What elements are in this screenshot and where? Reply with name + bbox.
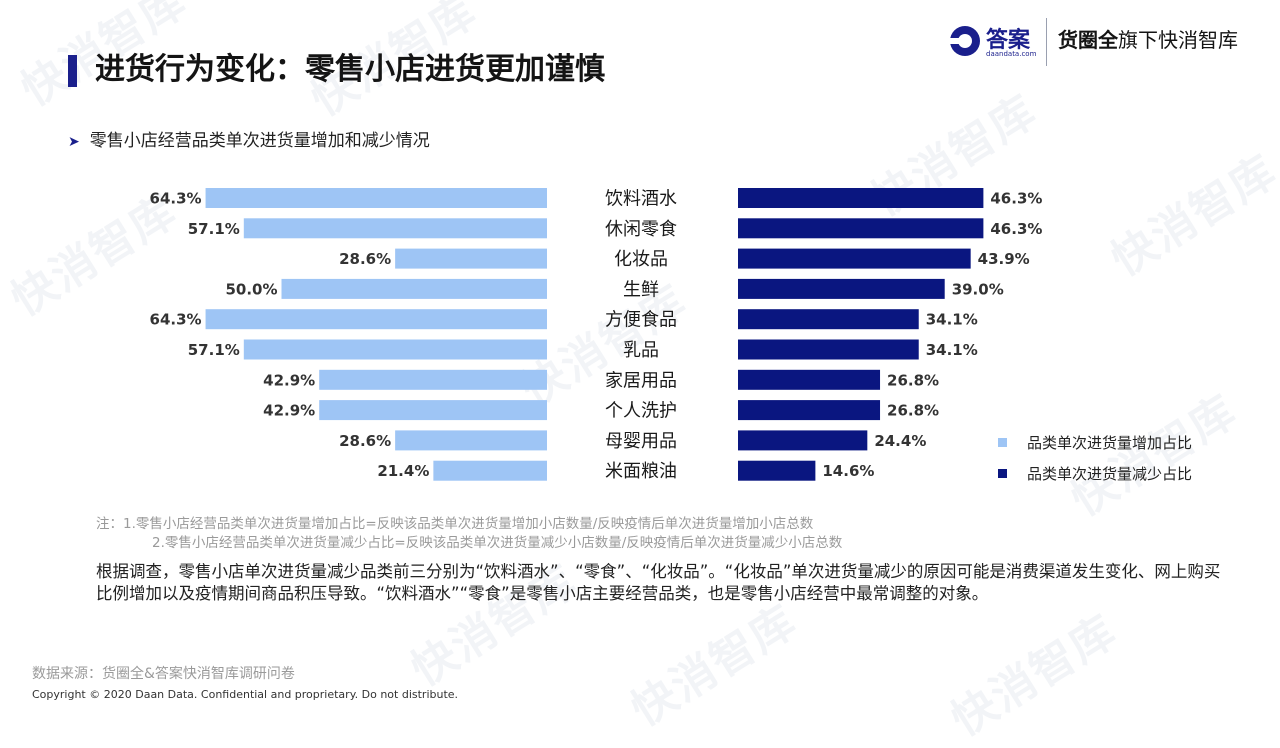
decrease-bar	[738, 278, 945, 299]
legend-swatch	[998, 438, 1007, 447]
daan-logo-icon	[950, 26, 980, 56]
increase-bar	[395, 248, 547, 269]
legend-label: 品类单次进货量增加占比	[1027, 434, 1192, 452]
decrease-bar	[738, 400, 881, 421]
decrease-value-label: 46.3%	[990, 190, 1042, 208]
category-label: 饮料酒水	[605, 189, 677, 210]
category-label: 化妆品	[614, 249, 668, 270]
increase-value-label: 28.6%	[339, 432, 391, 450]
increase-bar	[205, 309, 547, 330]
butterfly-bar-chart: 64.3% 饮料酒水 46.3% 57.1% 休闲零食 46.3% 28.6% 化妆品 43.9…	[150, 188, 1192, 483]
increase-bar	[433, 460, 547, 481]
watermark: 快消智库	[622, 595, 806, 737]
chart-subtitle: ➤ 零售小店经营品类单次进货量增加和减少情况	[68, 126, 430, 151]
category-label: 个人洗护	[605, 401, 677, 422]
brand-name: 货圈全	[1058, 28, 1118, 52]
arrow-bullet-icon: ➤	[68, 134, 80, 150]
decrease-bar	[738, 248, 971, 269]
decrease-bar	[738, 430, 868, 451]
brand-logo: 货圈全旗下快消智库	[1058, 24, 1238, 53]
decrease-value-label: 24.4%	[874, 432, 926, 450]
increase-bar	[319, 369, 547, 390]
category-label: 休闲零食	[605, 219, 677, 240]
increase-bar	[395, 430, 547, 451]
data-source: 数据来源：货圈全&答案快消智库调研问卷	[32, 666, 295, 682]
logo-divider	[1046, 18, 1047, 66]
legend-label: 品类单次进货量减少占比	[1027, 465, 1192, 483]
decrease-value-label: 26.8%	[887, 402, 939, 420]
footnote-1: 注：1.零售小店经营品类单次进货量增加占比=反映该品类单次进货量增加小店数量/反…	[96, 516, 814, 532]
increase-value-label: 28.6%	[339, 250, 391, 268]
subtitle-text: 零售小店经营品类单次进货量增加和减少情况	[89, 131, 430, 151]
decrease-value-label: 34.1%	[926, 341, 978, 359]
decrease-bar	[738, 339, 919, 360]
decrease-value-label: 43.9%	[978, 250, 1030, 268]
category-label: 家居用品	[605, 370, 677, 391]
copyright: Copyright © 2020 Daan Data. Confidential…	[32, 688, 459, 701]
increase-value-label: 21.4%	[377, 462, 429, 480]
increase-bar	[205, 188, 547, 208]
page-title: 进货行为变化：零售小店进货更加谨慎	[95, 52, 605, 87]
category-label: 米面粮油	[605, 461, 677, 482]
increase-bar	[319, 400, 547, 421]
increase-bar	[243, 339, 547, 360]
decrease-value-label: 39.0%	[952, 280, 1004, 298]
decrease-value-label: 14.6%	[822, 462, 874, 480]
increase-value-label: 64.3%	[150, 190, 202, 208]
analysis-paragraph: 根据调查，零售小店单次进货量减少品类前三分别为“饮料酒水”、“零食”、“化妆品”…	[96, 562, 1221, 603]
decrease-value-label: 26.8%	[887, 371, 939, 389]
increase-bar	[281, 278, 547, 299]
watermark: 快消智库	[942, 605, 1126, 747]
logo-text: 答案	[986, 28, 1031, 53]
decrease-value-label: 46.3%	[990, 220, 1042, 238]
category-label: 乳品	[623, 340, 659, 361]
increase-value-label: 57.1%	[188, 341, 240, 359]
decrease-value-label: 34.1%	[926, 311, 978, 329]
logo-url: daandata.com	[986, 50, 1037, 58]
increase-value-label: 50.0%	[225, 280, 277, 298]
title-accent-bar	[68, 55, 77, 87]
legend-swatch	[998, 469, 1007, 478]
decrease-bar	[738, 369, 881, 390]
increase-value-label: 64.3%	[150, 311, 202, 329]
increase-value-label: 42.9%	[263, 371, 315, 389]
category-label: 母婴用品	[605, 431, 677, 452]
footnote-2: 2.零售小店经营品类单次进货量减少占比=反映该品类单次进货量减少小店数量/反映疫…	[152, 535, 843, 551]
decrease-bar	[738, 460, 816, 481]
decrease-bar	[738, 188, 984, 208]
brand-tagline: 旗下快消智库	[1118, 28, 1238, 52]
increase-value-label: 57.1%	[188, 220, 240, 238]
increase-value-label: 42.9%	[263, 402, 315, 420]
decrease-bar	[738, 218, 984, 239]
increase-bar	[243, 218, 547, 239]
decrease-bar	[738, 309, 919, 330]
category-label: 生鲜	[623, 279, 659, 300]
category-label: 方便食品	[605, 310, 677, 331]
